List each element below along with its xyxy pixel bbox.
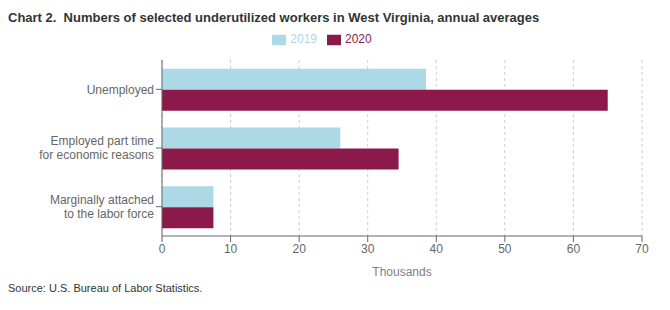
svg-text:30: 30 [361,242,375,256]
html-text:2019: 2019 [290,32,317,46]
html-text:Source: U.S. Bureau of Labor S: Source: U.S. Bureau of Labor Statistics. [8,282,203,294]
html-text:Chart 2. Numbers of selected u: Chart 2. Numbers of selected underutiliz… [8,10,540,25]
svg-text:20: 20 [292,242,306,256]
svg-text:Thousands: Thousands [372,265,431,279]
svg-text:70: 70 [635,242,649,256]
svg-text:0: 0 [159,242,166,256]
svg-text:50: 50 [498,242,512,256]
svg-text:60: 60 [567,242,581,256]
svg-text:10: 10 [224,242,238,256]
svg-text:Employed part timefor economic: Employed part timefor economic reasons [39,134,154,162]
svg-text:40: 40 [430,242,444,256]
svg-text:Unemployed: Unemployed [87,83,154,97]
svg-text:Marginally attachedto the labo: Marginally attachedto the labor force [50,193,154,221]
html-text:2020: 2020 [345,32,372,46]
